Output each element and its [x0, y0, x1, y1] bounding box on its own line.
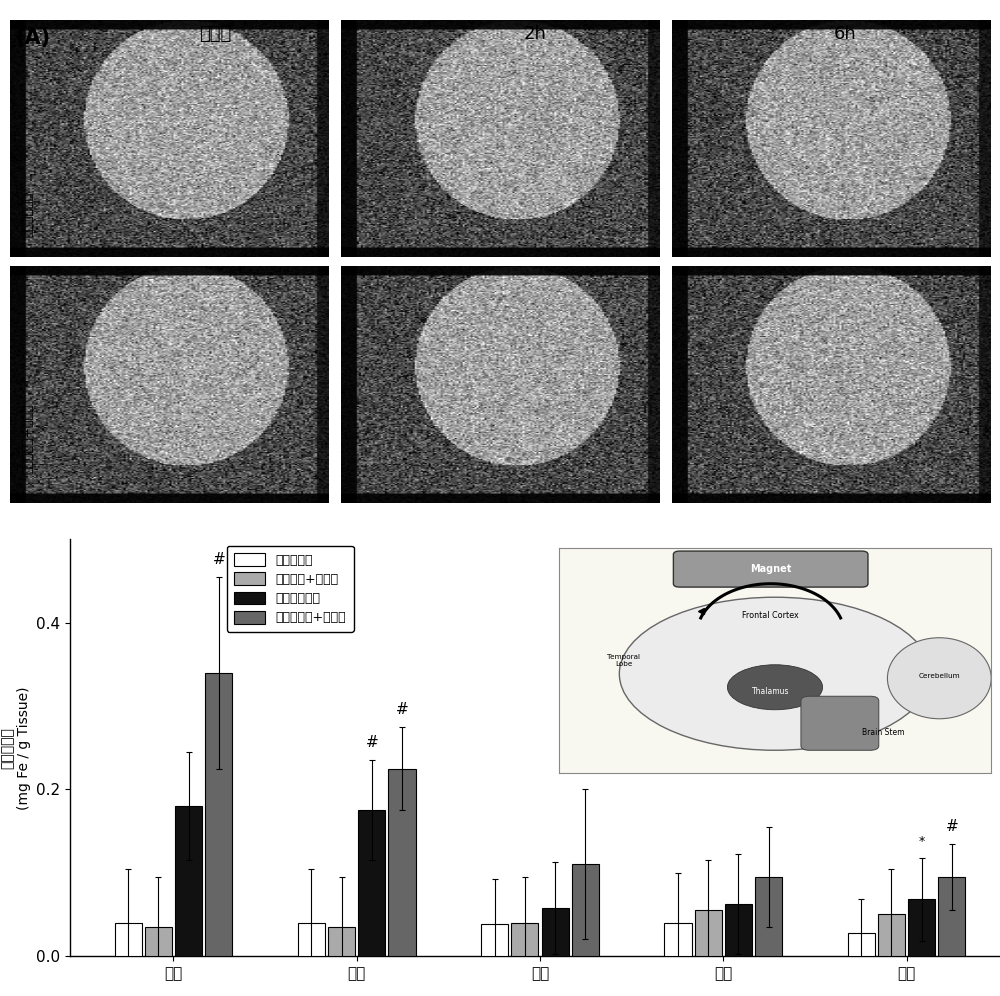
Text: 注射前: 注射前 — [199, 25, 231, 43]
Bar — [511, 923, 538, 956]
Bar — [848, 933, 875, 956]
Bar — [328, 927, 355, 956]
Bar — [695, 910, 722, 956]
Text: (A): (A) — [15, 28, 50, 48]
Text: #: # — [396, 702, 408, 717]
Bar — [878, 914, 905, 956]
Text: 6h: 6h — [834, 25, 856, 43]
Bar — [205, 672, 232, 956]
Bar — [388, 769, 416, 956]
Bar — [938, 876, 965, 956]
Bar — [145, 927, 172, 956]
Bar — [481, 924, 508, 956]
Bar — [664, 923, 692, 956]
Y-axis label: 组织鐵含量
(mg Fe / g Tissue): 组织鐵含量 (mg Fe / g Tissue) — [0, 686, 31, 810]
Bar — [725, 903, 752, 956]
Text: #: # — [212, 552, 225, 567]
Bar — [572, 865, 599, 956]
Bar — [755, 876, 782, 956]
Text: *: * — [918, 835, 925, 848]
Text: #: # — [365, 735, 378, 750]
Bar — [542, 907, 569, 956]
Bar — [908, 899, 935, 956]
Legend: 生理盐水组, 生理盐水+磁鐵组, 磁纳米颗粒组, 磁纳米颗粒+磁鐵组: 生理盐水组, 生理盐水+磁鐵组, 磁纳米颗粒组, 磁纳米颗粒+磁鐵组 — [227, 546, 354, 632]
Bar — [115, 923, 142, 956]
Text: #: # — [945, 819, 958, 834]
Text: 2h: 2h — [524, 25, 546, 43]
Bar — [175, 806, 202, 956]
Text: 磁纳米颗粒组: 磁纳米颗粒组 — [22, 191, 34, 237]
Text: 磁纳米颗粒+磁鐵组: 磁纳米颗粒+磁鐵组 — [22, 403, 34, 473]
Bar — [298, 923, 325, 956]
Bar — [358, 811, 385, 956]
